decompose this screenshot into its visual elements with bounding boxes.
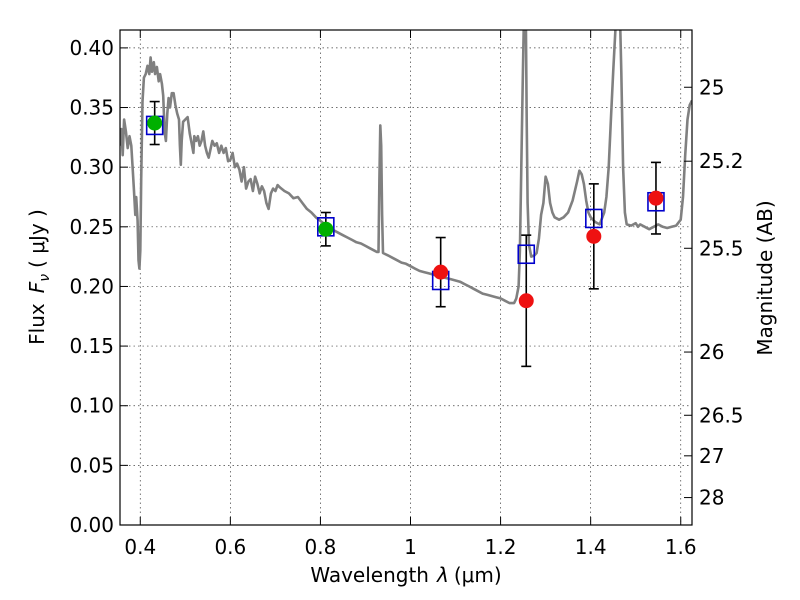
observed-flux-point bbox=[648, 190, 664, 206]
y2-tick-label: 25 bbox=[699, 75, 724, 99]
plot-frame bbox=[119, 29, 693, 526]
y2-tick-label: 26 bbox=[699, 340, 724, 364]
observed-flux-point bbox=[518, 293, 534, 309]
grid-lines bbox=[120, 30, 692, 526]
y2-axis-label: Magnitude (AB) bbox=[753, 200, 777, 355]
y-tick-label: 0.35 bbox=[69, 96, 114, 120]
x-axis-label: Wavelength λ (μm) bbox=[310, 563, 501, 587]
y-tick-label: 0.05 bbox=[69, 453, 114, 477]
observed-flux-point bbox=[586, 228, 602, 244]
y2-tick-label: 27 bbox=[699, 444, 724, 468]
x-tick-label: 1.6 bbox=[665, 535, 697, 559]
y2-tick-label: 25.5 bbox=[699, 236, 744, 260]
y-tick-label: 0.00 bbox=[69, 513, 114, 537]
x-tick-label: 1 bbox=[404, 535, 417, 559]
y-axis-label: FluxFν( μJy ) bbox=[25, 209, 53, 345]
y-tick-label: 0.10 bbox=[69, 394, 114, 418]
observed-flux-point bbox=[433, 264, 449, 280]
model-flux-square bbox=[585, 208, 603, 229]
x-tick-label: 1.2 bbox=[485, 535, 517, 559]
observed-flux-point bbox=[318, 221, 334, 237]
y-tick-label: 0.15 bbox=[69, 334, 114, 358]
observed-photometry-points bbox=[147, 115, 664, 309]
y-tick-label: 0.30 bbox=[69, 155, 114, 179]
y2-tick-label: 28 bbox=[699, 486, 724, 510]
axis-ticks: 0.4 0.6 0.8 1 1.2 1.4 1.6 0.00 0.05 0.10 0.15 0.20 0… bbox=[69, 30, 744, 559]
y-tick-label: 0.40 bbox=[69, 36, 114, 60]
error-bars bbox=[149, 100, 661, 368]
x-tick-label: 0.6 bbox=[214, 535, 246, 559]
model-flux-square bbox=[517, 244, 536, 265]
y-tick-label: 0.25 bbox=[69, 215, 114, 239]
y-tick-label: 0.20 bbox=[69, 274, 114, 298]
observed-flux-point bbox=[147, 115, 163, 131]
x-tick-label: 0.8 bbox=[305, 535, 337, 559]
sed-model-line bbox=[120, 30, 692, 305]
x-tick-label: 1.4 bbox=[575, 535, 607, 559]
y2-tick-label: 25.2 bbox=[699, 149, 744, 173]
x-tick-label: 0.4 bbox=[124, 535, 156, 559]
y2-tick-label: 26.5 bbox=[699, 403, 744, 427]
